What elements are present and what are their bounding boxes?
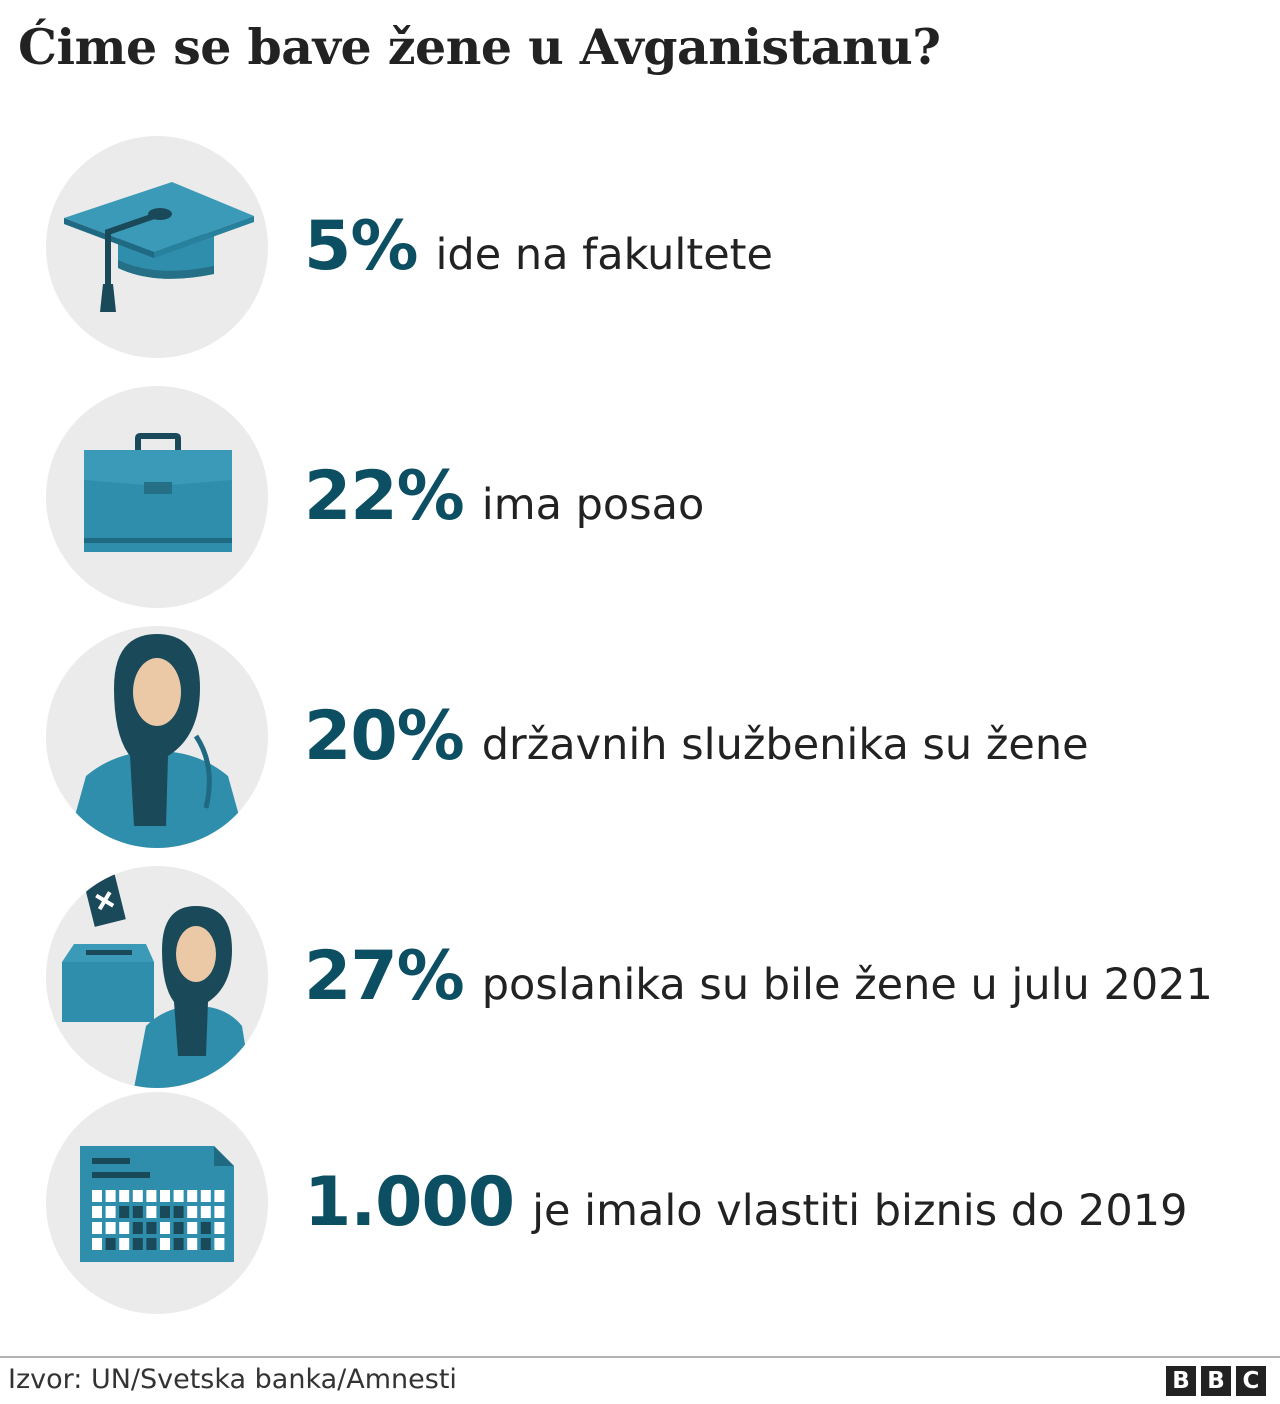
bbc-logo-letter: C: [1236, 1366, 1266, 1396]
stat-label: državnih službenika su žene: [481, 720, 1089, 770]
stat-value: 27%: [304, 937, 465, 1016]
stat-label: je imalo vlastiti biznis do 2019: [532, 1186, 1188, 1236]
ballot-box-woman-icon: [46, 866, 268, 1088]
briefcase-icon: [46, 386, 268, 608]
stat-value: 20%: [304, 697, 465, 776]
stat-row-university: 5% ide na fakultete: [0, 136, 1280, 358]
stat-row-civil-servants: 20% državnih službenika su žene: [0, 626, 1280, 848]
source-note: Izvor: UN/Svetska banka/Amnesti: [8, 1364, 457, 1395]
woman-in-hijab-icon: [46, 626, 268, 848]
stat-row-business: 1.000 je imalo vlastiti biznis do 2019: [0, 1092, 1280, 1314]
business-calendar-chart-icon: [46, 1092, 268, 1314]
bbc-logo-letter: B: [1166, 1366, 1196, 1396]
footer-divider: [0, 1356, 1280, 1358]
stat-label: ima posao: [481, 480, 705, 530]
graduation-cap-icon: [46, 136, 268, 358]
page-title: Ćime se bave žene u Avganistanu?: [18, 18, 941, 76]
stat-row-parliament: 27% poslanika su bile žene u julu 2021: [0, 866, 1280, 1088]
stat-label: poslanika su bile žene u julu 2021: [481, 960, 1213, 1010]
stat-value: 22%: [304, 457, 465, 536]
stat-value: 5%: [304, 207, 418, 286]
stat-label: ide na fakultete: [435, 230, 773, 280]
stat-row-employment: 22% ima posao: [0, 386, 1280, 608]
stat-value: 1.000: [304, 1163, 515, 1242]
bbc-logo: B B C: [1166, 1366, 1266, 1396]
bbc-logo-letter: B: [1201, 1366, 1231, 1396]
